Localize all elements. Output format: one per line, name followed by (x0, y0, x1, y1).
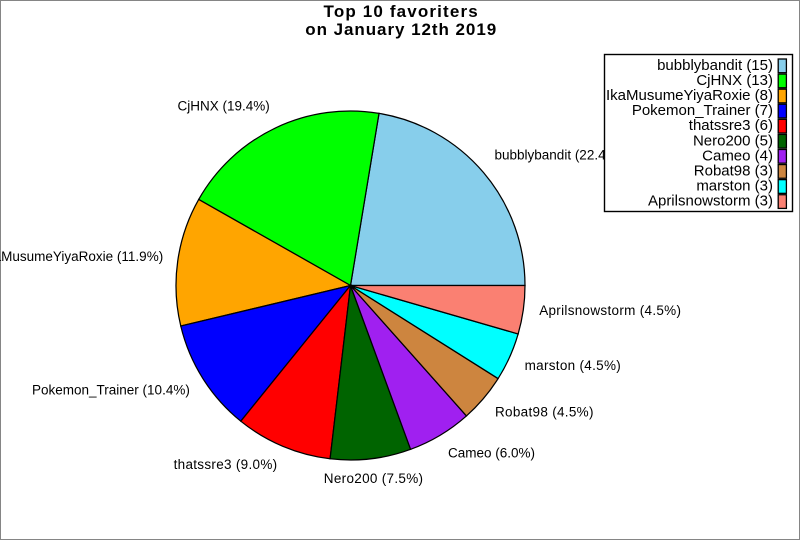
svg-text:marston (3): marston (3) (696, 178, 773, 195)
svg-text:Nero200 (7.5%): Nero200 (7.5%) (324, 471, 424, 486)
svg-text:Robat98 (3): Robat98 (3) (694, 162, 773, 179)
svg-text:Pokemon_Trainer (7): Pokemon_Trainer (7) (632, 102, 773, 119)
svg-text:on January 12th 2019: on January 12th 2019 (305, 20, 497, 39)
svg-text:CjHNX (13): CjHNX (13) (696, 72, 773, 89)
svg-text:Robat98 (4.5%): Robat98 (4.5%) (495, 405, 594, 420)
svg-text:IkaMusumeYiyaRoxie (8): IkaMusumeYiyaRoxie (8) (606, 87, 773, 104)
svg-text:Aprilsnowstorm (3): Aprilsnowstorm (3) (648, 193, 773, 210)
svg-text:bubblybandit (15): bubblybandit (15) (657, 57, 773, 74)
svg-text:Aprilsnowstorm (4.5%): Aprilsnowstorm (4.5%) (539, 303, 681, 318)
svg-text:Top 10 favoriters: Top 10 favoriters (324, 2, 479, 21)
svg-text:IkaMusumeYiyaRoxie (11.9%): IkaMusumeYiyaRoxie (11.9%) (0, 249, 163, 264)
svg-text:CjHNX (19.4%): CjHNX (19.4%) (178, 99, 270, 114)
svg-text:marston (4.5%): marston (4.5%) (525, 358, 621, 373)
svg-text:Cameo (6.0%): Cameo (6.0%) (448, 446, 535, 461)
svg-text:thatssre3 (6): thatssre3 (6) (689, 117, 773, 134)
svg-text:bubblybandit (22.4%): bubblybandit (22.4%) (495, 148, 623, 163)
svg-text:Cameo (4): Cameo (4) (702, 147, 773, 164)
svg-text:thatssre3 (9.0%): thatssre3 (9.0%) (174, 457, 278, 472)
svg-text:Pokemon_Trainer (10.4%): Pokemon_Trainer (10.4%) (32, 383, 190, 398)
svg-text:Nero200 (5): Nero200 (5) (693, 132, 773, 149)
